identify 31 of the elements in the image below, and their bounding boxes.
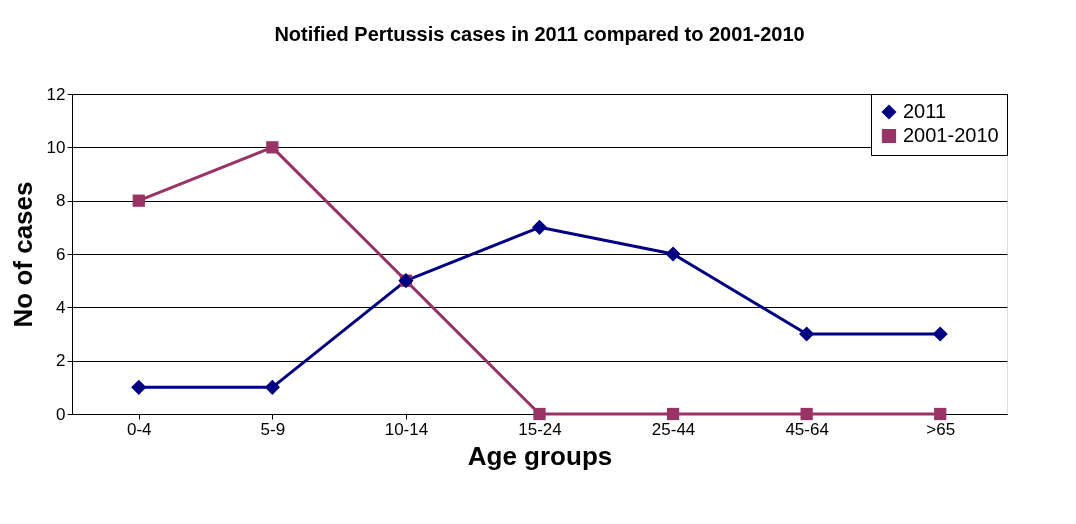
point [932, 326, 948, 342]
legend-label: 2011 [903, 100, 947, 122]
x-tick-label: 25-44 [651, 419, 696, 439]
legend-label: 2001-2010 [903, 124, 999, 146]
point [799, 326, 815, 342]
point [665, 246, 681, 262]
point [934, 407, 947, 421]
x-tick-label: 10-14 [384, 419, 429, 439]
x-tick-label: 45-64 [785, 419, 829, 439]
point [264, 379, 280, 395]
chart-title: Notified Pertussis cases in 2011 compared to 2001-2010 [274, 23, 805, 45]
y-tick-label: 10 [46, 137, 66, 157]
y-tick-label: 2 [56, 351, 66, 371]
y-tick-label: 6 [56, 244, 66, 264]
point [666, 407, 680, 421]
point [533, 407, 546, 421]
point [531, 219, 548, 235]
point [132, 194, 145, 207]
y-tick-label: 4 [56, 297, 66, 317]
y-axis-title: No of cases [7, 181, 38, 328]
x-tick-label: 5-9 [260, 419, 286, 439]
y-tick-label: 0 [56, 404, 66, 424]
x-tick-label: >65 [926, 419, 956, 439]
y-tick-label: 12 [46, 84, 66, 104]
x-tick-label: 0-4 [127, 419, 152, 439]
x-tick-label: 15-24 [518, 419, 562, 439]
point [266, 141, 279, 154]
point [800, 407, 813, 421]
point [131, 379, 147, 395]
y-tick-label: 8 [56, 191, 66, 211]
x-axis-title: Age groups [467, 440, 613, 471]
